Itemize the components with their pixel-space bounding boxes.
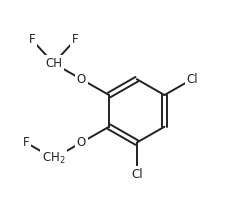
Text: F: F bbox=[22, 136, 29, 149]
Text: Cl: Cl bbox=[186, 73, 197, 86]
Text: F: F bbox=[72, 33, 78, 46]
Text: O: O bbox=[76, 136, 86, 149]
Text: F: F bbox=[28, 33, 35, 46]
Text: O: O bbox=[76, 73, 86, 86]
Text: CH: CH bbox=[45, 57, 62, 70]
Text: Cl: Cl bbox=[130, 168, 142, 181]
Text: CH$_2$: CH$_2$ bbox=[42, 151, 65, 166]
